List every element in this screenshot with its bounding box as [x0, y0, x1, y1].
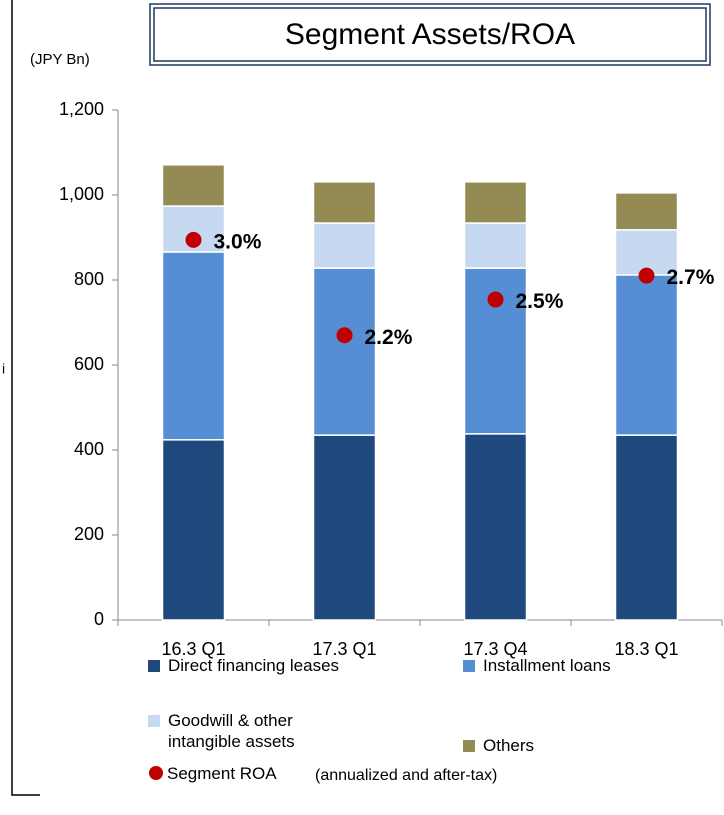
y-tick-label: 1,200	[59, 99, 104, 119]
y-tick-label: 1,000	[59, 184, 104, 204]
y-tick-label: 600	[74, 354, 104, 374]
bar-segment	[161, 439, 226, 621]
y-tick-label: 400	[74, 439, 104, 459]
legend-swatch	[148, 715, 160, 727]
legend-label: Installment loans	[483, 656, 611, 675]
x-tick-label: 18.3 Q1	[614, 639, 678, 659]
y-tick-label: 0	[94, 609, 104, 629]
bar-segment	[161, 251, 226, 441]
y-tick-label: 800	[74, 269, 104, 289]
bar-segment	[463, 433, 528, 621]
frame	[11, 0, 40, 796]
bar-segment	[463, 181, 528, 224]
title-box-inner	[153, 7, 707, 62]
bar-segment	[312, 181, 377, 224]
bar-segment	[312, 267, 377, 436]
x-tick-label: 17.3 Q4	[463, 639, 527, 659]
legend-swatch	[148, 660, 160, 672]
roa-label: 2.7%	[667, 266, 715, 289]
legend-label: Goodwill & other intangible assets	[168, 711, 295, 751]
legend-label: Others	[483, 736, 535, 755]
roa-dot	[185, 231, 202, 248]
legend-label: Direct financing leases	[168, 656, 340, 675]
legend-swatch	[463, 740, 475, 752]
legend-marker	[149, 766, 163, 780]
bar-segment	[614, 274, 679, 436]
side-text: i	[2, 361, 5, 377]
y-axis-unit: (JPY Bn)	[30, 51, 90, 68]
roa-label: 2.5%	[516, 290, 564, 313]
bar-segment	[463, 222, 528, 269]
roa-label: 3.0%	[214, 230, 262, 253]
legend-swatch	[463, 660, 475, 672]
title-box	[149, 3, 711, 66]
bar-segment	[312, 222, 377, 269]
roa-dot	[638, 267, 655, 284]
bar-segment	[312, 434, 377, 621]
x-tick-label: 17.3 Q1	[312, 639, 376, 659]
bar-segment	[614, 434, 679, 621]
bar-segment	[614, 192, 679, 231]
chart-title: Segment Assets/ROA	[285, 18, 575, 51]
legend-note: (annualized and after-tax)	[315, 767, 498, 784]
roa-dot	[487, 291, 504, 308]
x-tick-label: 16.3 Q1	[161, 639, 225, 659]
roa-dot	[336, 327, 353, 344]
legend-label: Segment ROA	[167, 764, 277, 783]
bar-segment	[161, 164, 226, 207]
roa-label: 2.2%	[365, 326, 413, 349]
y-tick-label: 200	[74, 524, 104, 544]
